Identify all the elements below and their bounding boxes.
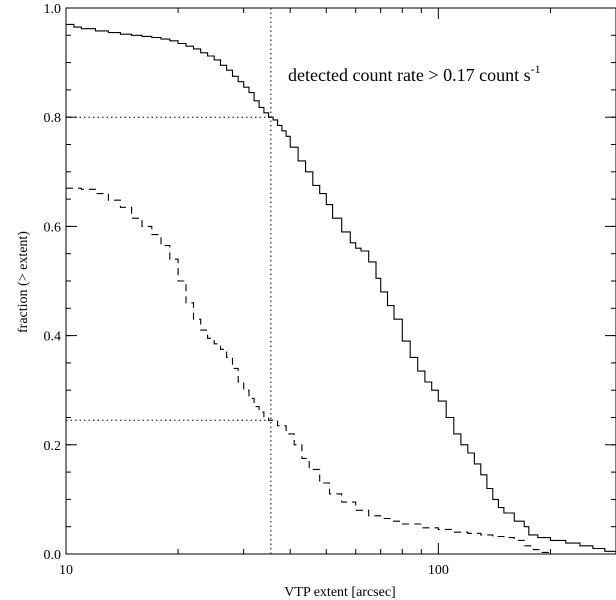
x-tick-label: 10 <box>59 563 73 578</box>
y-tick-label: 1.0 <box>44 2 62 17</box>
annotation-text: detected count rate > 0.17 count s-1 <box>288 62 541 85</box>
series-line-solid <box>66 23 616 553</box>
axes: 0.0 0.2 0.4 0.6 0.8 1.0 10 100 <box>44 2 616 578</box>
annotation-main: detected count rate > 0.17 count s <box>288 65 531 85</box>
y-tick-label: 0.6 <box>44 220 62 235</box>
annotation-superscript: -1 <box>531 62 541 76</box>
y-tick-label: 0.2 <box>44 439 62 454</box>
series-line-dashed <box>66 187 551 554</box>
y-tick-label: 0.0 <box>44 548 62 563</box>
x-tick-label: 100 <box>428 563 449 578</box>
plot-frame <box>65 7 616 555</box>
y-tick-label: 0.4 <box>44 330 62 345</box>
plot-area <box>66 8 616 554</box>
x-axis-title: VTP extent [arcsec] <box>284 585 395 600</box>
y-axis-title: fraction (> extent) <box>16 231 31 333</box>
y-tick-label: 0.8 <box>44 111 62 126</box>
